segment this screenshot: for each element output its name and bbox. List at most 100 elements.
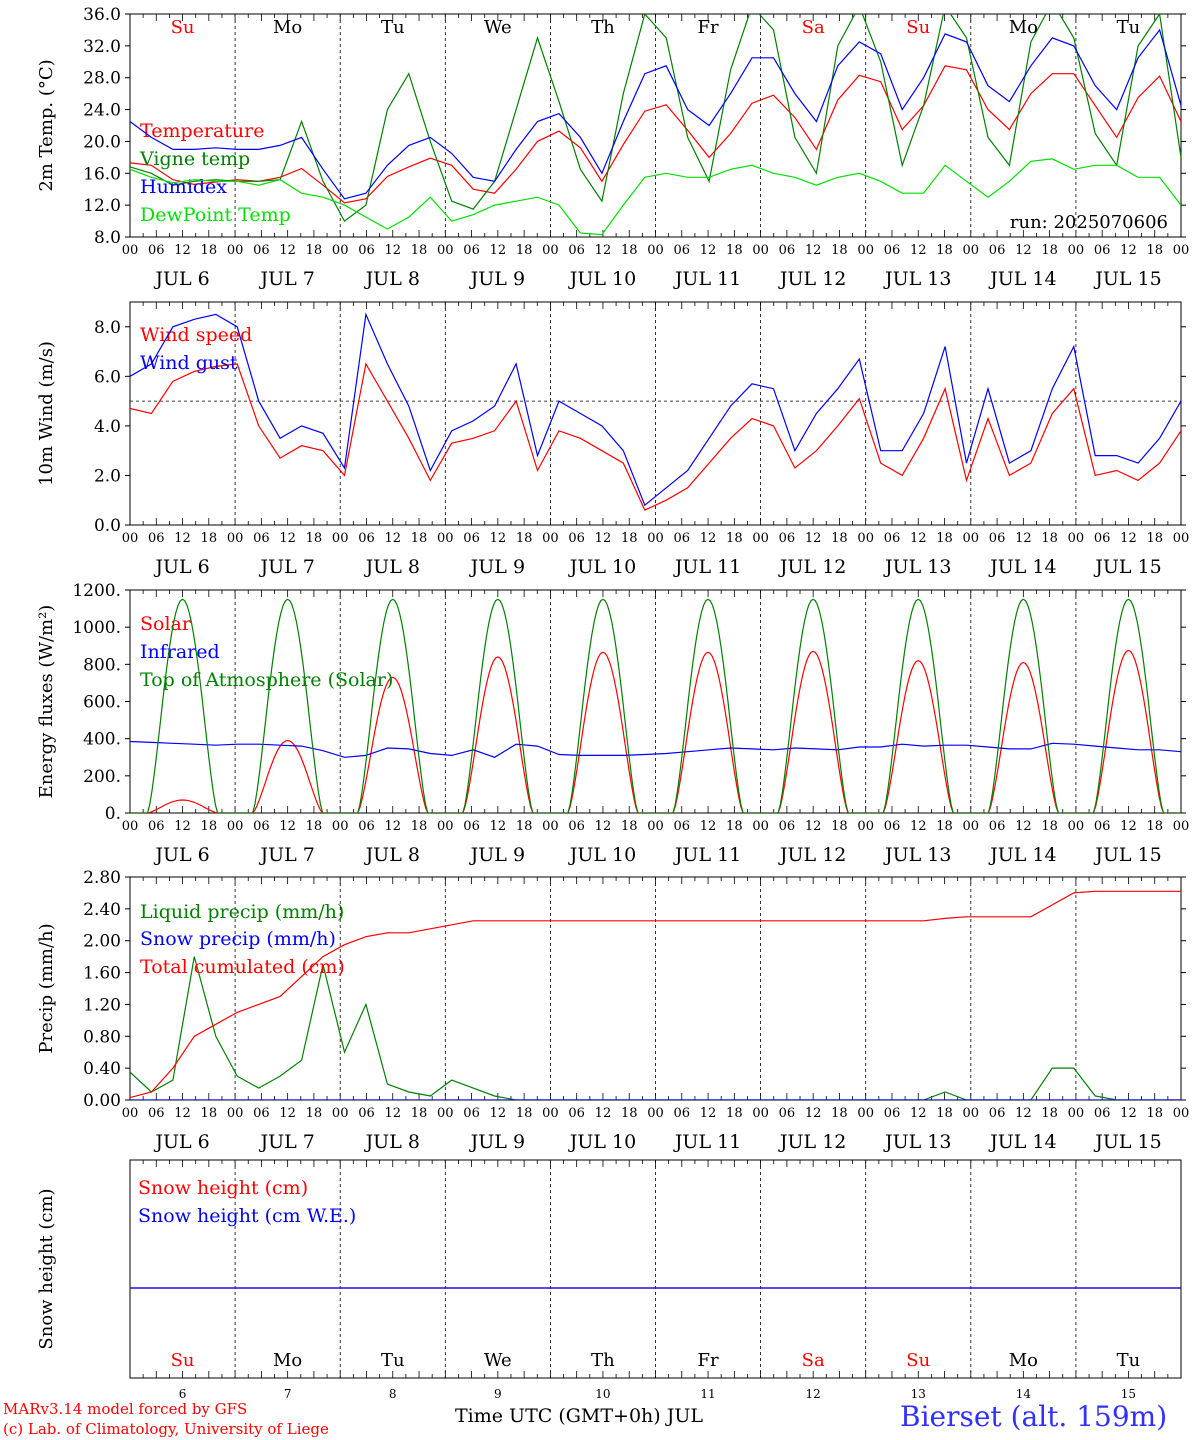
legend-entry: Total cumulated (cm) [140, 956, 345, 978]
x-hour-label: 00 [647, 819, 664, 834]
x-date-label: JUL 14 [988, 1131, 1056, 1153]
series-line-liquid-precip-mm-h [130, 956, 1181, 1100]
x-hour-label: 12 [279, 531, 296, 546]
x-hour-label: 12 [1015, 819, 1032, 834]
x-hour-label: 00 [122, 819, 139, 834]
day-abbrev-top: Fr [698, 17, 719, 38]
day-number-label: 10 [595, 1387, 610, 1401]
x-date-label: JUL 11 [673, 844, 741, 866]
y-tick-label: 20.0 [83, 132, 121, 152]
x-date-label: JUL 12 [778, 844, 846, 866]
x-hour-label: 06 [884, 1106, 901, 1121]
x-date-label: JUL 6 [153, 1131, 209, 1153]
x-hour-label: 00 [437, 531, 454, 546]
x-hour-label: 06 [148, 1106, 165, 1121]
legend-entry: Infrared [140, 641, 220, 663]
model-credit: MARv3.14 model forced by GFS [3, 1400, 248, 1418]
x-hour-label: 00 [332, 243, 349, 258]
x-hour-label: 18 [201, 243, 218, 258]
x-date-label: JUL 15 [1093, 1131, 1161, 1153]
x-hour-label: 06 [674, 531, 691, 546]
y-axis-label: Energy fluxes (W/m²) [36, 605, 57, 799]
y-tick-label: 1.60 [83, 964, 121, 984]
x-hour-label: 06 [779, 531, 796, 546]
x-hour-label: 06 [253, 819, 270, 834]
lab-credit: (c) Lab. of Climatology, University of L… [3, 1420, 329, 1438]
x-hour-label: 12 [1015, 531, 1032, 546]
day-number-label: 12 [806, 1387, 821, 1401]
day-abbrev-top: Mo [1009, 17, 1038, 38]
x-hour-label: 18 [936, 531, 953, 546]
x-hour-label: 12 [1120, 1106, 1137, 1121]
x-hour-label: 12 [910, 531, 927, 546]
x-hour-label: 18 [1146, 243, 1163, 258]
legend-entry: Humidex [140, 176, 227, 198]
x-hour-label: 06 [989, 1106, 1006, 1121]
x-hour-label: 12 [910, 1106, 927, 1121]
x-hour-label: 12 [805, 243, 822, 258]
y-axis-label: Snow height (cm) [36, 1188, 57, 1349]
x-hour-label: 18 [726, 819, 743, 834]
x-date-label: JUL 10 [568, 1131, 636, 1153]
x-hour-label: 18 [1041, 243, 1058, 258]
x-hour-label: 06 [253, 243, 270, 258]
day-abbrev-bottom: Su [906, 1350, 930, 1371]
x-hour-label: 00 [542, 1106, 559, 1121]
day-abbrev-top: Tu [381, 17, 405, 38]
x-hour-label: 00 [1068, 531, 1085, 546]
x-hour-label: 00 [437, 243, 454, 258]
legend-entry: Snow height (cm W.E.) [138, 1205, 356, 1227]
x-hour-label: 18 [936, 819, 953, 834]
x-hour-label: 18 [621, 243, 638, 258]
x-date-label: JUL 12 [778, 1131, 846, 1153]
x-hour-label: 18 [201, 1106, 218, 1121]
x-hour-label: 06 [358, 819, 375, 834]
x-hour-label: 12 [490, 819, 507, 834]
x-hour-label: 06 [779, 243, 796, 258]
y-tick-label: 4.0 [94, 417, 121, 437]
y-tick-label: 8.0 [94, 228, 121, 248]
x-hour-label: 00 [227, 243, 244, 258]
plot-frame [129, 589, 1182, 814]
x-hour-label: 06 [358, 243, 375, 258]
x-hour-label: 12 [490, 1106, 507, 1121]
x-date-label: JUL 15 [1093, 556, 1161, 578]
x-hour-label: 12 [174, 819, 191, 834]
x-hour-label: 18 [411, 1106, 428, 1121]
x-date-label: JUL 14 [988, 556, 1056, 578]
x-hour-label: 18 [306, 531, 323, 546]
panel-5: Snow height (cm) Snow height (cm) Snow hei… [36, 1159, 1182, 1379]
x-hour-label: 06 [779, 1106, 796, 1121]
series-line-humidex [130, 28, 1181, 200]
x-hour-label: 06 [989, 531, 1006, 546]
x-hour-label: 12 [910, 819, 927, 834]
x-hour-label: 18 [201, 531, 218, 546]
x-date-label: JUL 8 [364, 844, 420, 866]
day-abbrev-bottom: Th [591, 1350, 615, 1371]
x-date-label: JUL 9 [469, 556, 525, 578]
series-line-dewpoint-temp [130, 158, 1181, 236]
x-hour-label: 18 [831, 531, 848, 546]
series-line-vigne-temp [130, 14, 1181, 222]
x-hour-label: 12 [1120, 819, 1137, 834]
y-tick-label: 12.0 [83, 196, 121, 216]
x-hour-label: 18 [306, 1106, 323, 1121]
x-hour-label: 00 [122, 1106, 139, 1121]
x-hour-label: 12 [1015, 243, 1032, 258]
x-hour-label: 06 [884, 531, 901, 546]
x-hour-label: 06 [463, 819, 480, 834]
day-abbrev-bottom: Tu [381, 1350, 405, 1371]
x-hour-label: 06 [148, 531, 165, 546]
x-hour-label: 18 [306, 243, 323, 258]
x-hour-label: 12 [174, 531, 191, 546]
x-hour-label: 18 [1041, 819, 1058, 834]
x-hour-label: 18 [726, 531, 743, 546]
x-hour-label: 12 [279, 819, 296, 834]
x-hour-label: 12 [1120, 243, 1137, 258]
y-tick-label: 0.40 [83, 1059, 121, 1079]
x-hour-label: 06 [253, 1106, 270, 1121]
x-date-label: JUL 15 [1093, 844, 1161, 866]
day-number-label: 6 [179, 1387, 187, 1401]
x-hour-label: 00 [542, 531, 559, 546]
x-hour-label: 06 [463, 243, 480, 258]
